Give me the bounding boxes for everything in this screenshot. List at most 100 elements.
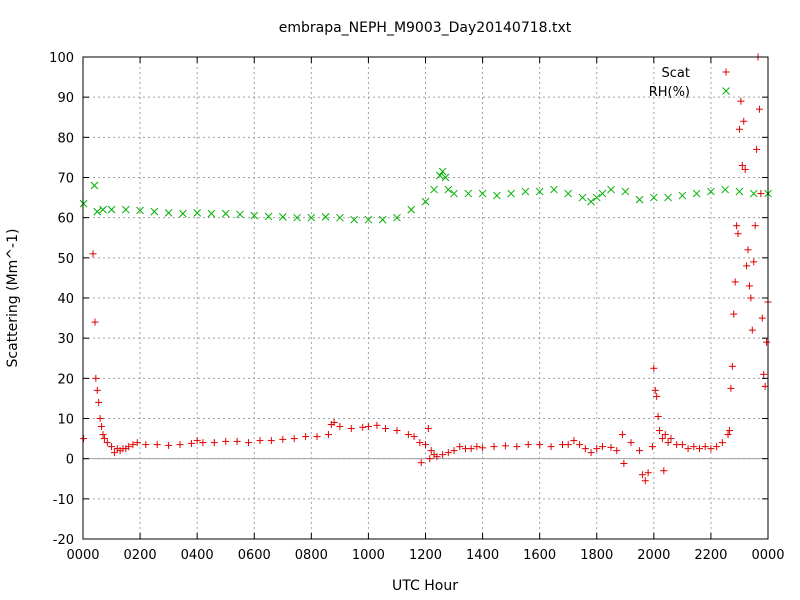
data-point xyxy=(359,423,367,431)
data-point xyxy=(581,445,589,453)
data-point xyxy=(737,97,745,105)
data-point xyxy=(507,189,515,198)
data-point xyxy=(187,439,195,447)
data-point xyxy=(650,364,658,372)
data-point xyxy=(150,207,159,216)
x-tick-label: 0000 xyxy=(751,548,784,563)
data-point xyxy=(696,445,703,453)
series-rh xyxy=(79,167,772,224)
data-point xyxy=(707,445,715,453)
data-point xyxy=(664,193,672,202)
data-point xyxy=(100,435,108,443)
data-point xyxy=(550,185,558,194)
y-tick-label: 80 xyxy=(57,131,74,146)
data-point xyxy=(393,213,401,222)
data-point xyxy=(684,445,692,453)
data-point xyxy=(653,392,661,400)
data-point xyxy=(564,189,573,198)
data-point xyxy=(164,208,173,217)
y-tick-label: 90 xyxy=(57,91,74,106)
data-point xyxy=(98,423,106,431)
data-point xyxy=(456,443,464,451)
data-point xyxy=(96,415,104,422)
data-point xyxy=(221,209,230,218)
data-point xyxy=(417,459,425,467)
data-point xyxy=(336,213,344,222)
data-point xyxy=(734,230,742,238)
data-point xyxy=(649,193,658,202)
data-point xyxy=(450,189,458,198)
data-point xyxy=(613,447,621,455)
data-point xyxy=(250,211,259,220)
data-point xyxy=(79,199,88,208)
data-point xyxy=(245,439,253,447)
data-point xyxy=(730,310,738,318)
data-point xyxy=(524,441,532,449)
data-point xyxy=(444,185,453,194)
data-point xyxy=(749,189,758,198)
data-point xyxy=(176,441,184,449)
data-point xyxy=(410,433,418,441)
data-point xyxy=(473,443,481,451)
data-point xyxy=(179,209,187,218)
data-point xyxy=(99,205,107,214)
y-tick-label: 40 xyxy=(57,292,74,307)
series-scat xyxy=(80,53,772,485)
y-tick-label: -10 xyxy=(53,493,74,508)
data-point xyxy=(435,171,444,180)
axis-ticks: -20 -10 0 10 20 30 40 50 60 70 80 90 100 0000 0200 0400… xyxy=(49,51,784,563)
data-point xyxy=(404,431,412,439)
x-tick-label: 0800 xyxy=(295,548,328,563)
data-point xyxy=(570,437,578,445)
data-point xyxy=(648,443,656,451)
data-point xyxy=(592,193,601,202)
data-point xyxy=(731,278,739,286)
y-axis-title: Scattering (Mm^-1) xyxy=(5,229,21,368)
y-tick-label: 50 xyxy=(57,252,74,267)
data-point xyxy=(416,439,424,447)
x-tick-label: 2200 xyxy=(694,548,727,563)
data-point xyxy=(433,453,441,461)
data-point xyxy=(651,386,659,394)
data-point xyxy=(293,213,301,222)
data-point xyxy=(324,431,332,439)
data-point xyxy=(439,451,447,459)
data-point xyxy=(407,205,416,214)
data-point xyxy=(751,222,759,230)
data-point xyxy=(99,431,107,439)
data-point xyxy=(422,441,429,449)
data-point xyxy=(256,437,264,445)
data-point xyxy=(267,437,275,445)
legend-marker-scat xyxy=(722,68,730,76)
data-point xyxy=(90,181,99,190)
data-point xyxy=(547,443,555,451)
data-point xyxy=(621,187,630,196)
data-point xyxy=(427,447,435,455)
x-tick-label: 0600 xyxy=(238,548,271,563)
series-layer xyxy=(79,53,772,485)
data-point xyxy=(735,125,743,133)
data-point xyxy=(627,439,635,447)
data-point xyxy=(336,423,344,431)
data-point xyxy=(233,437,241,445)
x-tick-label: 1400 xyxy=(466,548,499,563)
data-point xyxy=(89,250,97,258)
data-point xyxy=(745,282,753,290)
x-tick-label: 0200 xyxy=(124,548,157,563)
data-point xyxy=(620,459,628,467)
data-point xyxy=(757,190,765,198)
data-point xyxy=(110,449,118,457)
data-point xyxy=(761,382,769,390)
data-point xyxy=(760,370,768,378)
data-point xyxy=(441,173,450,182)
x-tick-label: 2000 xyxy=(637,548,670,563)
legend-label-rh: RH(%) xyxy=(649,85,690,100)
data-point xyxy=(424,425,432,433)
data-point xyxy=(744,246,752,254)
data-point xyxy=(725,427,733,435)
data-point xyxy=(658,435,666,443)
data-point xyxy=(735,187,744,196)
data-point xyxy=(364,215,373,224)
data-point xyxy=(607,443,615,451)
